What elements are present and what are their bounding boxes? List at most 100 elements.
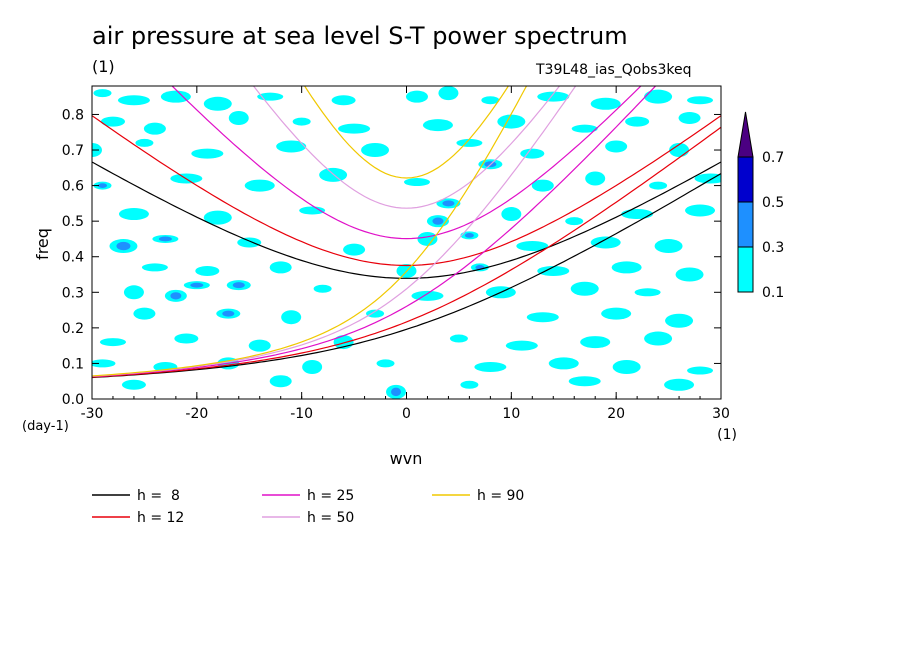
colorbar-label: 0.3 [762,240,784,256]
contour-blob [687,366,714,375]
y-axis-label: freq [33,228,52,260]
contour-blob-core [158,236,172,242]
contour-blob [625,116,650,127]
contour-blob [665,313,694,328]
y-tick-label: 0.7 [62,143,84,159]
contour-blob [460,380,479,389]
y-tick-label: 0.1 [62,356,84,372]
dispersion-curves [92,86,721,379]
contour-blob [405,90,428,103]
contour-blob-core [432,217,444,225]
colorbar-segment [737,246,754,293]
contour-blob [117,95,150,106]
contour-blob [244,179,275,192]
contour-blob [644,89,673,104]
title-units: (1) [92,57,115,76]
contour-blob [302,359,323,374]
colorbar-label: 0.1 [762,285,784,301]
contour-blob-core [232,282,245,289]
contour-blob [516,241,549,252]
x-axis-label: wvn [390,449,423,468]
contour-blob [649,181,668,190]
curve-mrg-h90 [92,86,528,377]
contour-blob [601,307,632,320]
contour-blob [590,236,621,249]
plot-frame [91,85,722,400]
contour-blob [568,376,601,387]
y-tick-label: 0.0 [62,392,84,408]
colorbar-extend-arrow [737,111,754,158]
contour-blob-core [170,292,182,300]
contour-blob [338,123,371,134]
legend-label: h = 12 [137,510,184,526]
contour-blob [526,312,559,323]
contour-blob [276,140,307,153]
colorbar-label: 0.7 [762,150,784,166]
contour-blob [248,339,271,352]
legend-label: h = 90 [477,488,524,504]
curve-ig-h12 [92,115,721,267]
colorbar-label: 0.5 [762,195,784,211]
y-axis: 0.0 0.1 0.2 0.3 0.4 0.5 0.6 0.7 0.8 [62,107,721,408]
colorbar: 0.1 0.3 0.5 0.7 [737,111,784,301]
contour-blob [257,92,284,101]
x-tick-label: 30 [712,406,730,422]
contour-blob [438,86,459,101]
contour-blob-core [464,232,474,238]
contour-blob [133,307,156,320]
curve-mrg-h50 [92,86,577,377]
contour-blob [403,178,430,187]
chart-title: air pressure at sea level S-T power spec… [92,22,628,50]
contour-blob-core [116,241,131,251]
contour-blob [121,379,146,390]
contour-blob [678,112,701,125]
x-tick-label: 20 [607,406,625,422]
contour-blob [474,361,507,372]
curve-ig-h25 [171,86,642,240]
contour-blob [361,143,390,158]
contour-blob [92,359,116,368]
contour-blob [664,378,695,391]
contour-blob [537,91,570,102]
contour-blob [570,281,599,296]
contour-blob [531,179,554,192]
y-tick-label: 0.4 [62,250,84,266]
legend-label: h = 8 [137,488,180,504]
contour-blob [237,237,262,248]
contour-blob-core [190,282,204,288]
contour-blob [160,90,191,103]
contour-blob [605,140,628,153]
curve-mrg-h25 [92,86,657,378]
contour-blob [505,340,538,351]
contour-blob-core [442,200,455,207]
y-tick-label: 0.2 [62,321,84,337]
y-tick-label: 0.5 [62,214,84,230]
contour-blob [143,122,166,135]
contour-blob [621,209,654,220]
contour-blob [366,309,385,318]
colorbar-segment [737,156,754,203]
contour-blob [590,97,621,110]
legend: h = 8 h = 12 h = 25 h = 50 h = 90 [92,488,524,526]
contour-blob [343,243,366,256]
y-axis-units: (day-1) [22,419,69,434]
contour-blob [195,265,220,276]
x-tick-label: 0 [402,406,411,422]
contour-blob [422,119,453,132]
contour-blob [228,111,249,126]
contour-blob [580,336,611,349]
contour-blob [565,217,584,226]
contour-blob [571,124,598,133]
contour-blob [687,96,714,105]
x-tick-label: -10 [290,406,313,422]
curve-ig-h90 [303,86,510,179]
contour-blob-core [222,310,235,317]
contour-blob [191,148,224,159]
contour-blob [313,284,332,293]
contour-blob [203,210,232,225]
contour-blob [411,290,444,301]
x-axis-units: (1) [717,427,737,443]
contour-blob [654,239,683,254]
contour-blob [269,375,292,388]
